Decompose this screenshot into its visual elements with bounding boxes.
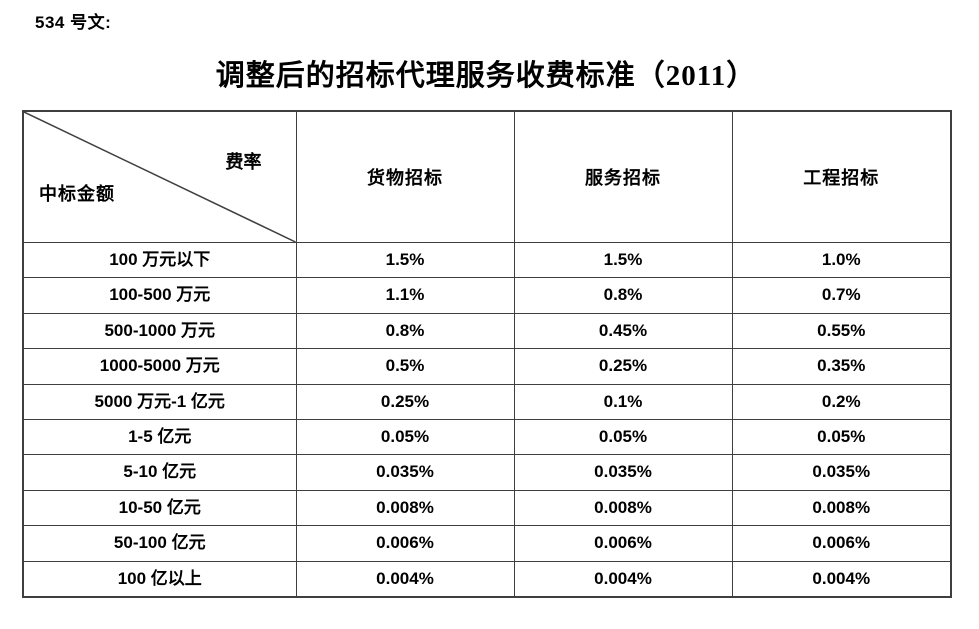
row-label: 1000-5000 万元	[22, 348, 297, 385]
table-row: 5000 万元-1 亿元 0.25% 0.1% 0.2%	[22, 383, 952, 421]
column-header-service-bidding: 服务招标	[513, 110, 733, 243]
rate-cell: 0.006%	[295, 525, 515, 562]
rate-cell: 0.25%	[295, 383, 515, 421]
rate-cell: 0.05%	[295, 419, 515, 456]
rate-cell: 0.1%	[513, 383, 733, 421]
table-row: 1-5 亿元 0.05% 0.05% 0.05%	[22, 419, 952, 456]
table-row: 500-1000 万元 0.8% 0.45% 0.55%	[22, 312, 952, 350]
rate-cell: 0.55%	[731, 312, 952, 350]
rate-cell: 0.008%	[295, 489, 515, 527]
rate-cell: 0.004%	[295, 560, 515, 598]
row-label: 100-500 万元	[22, 277, 297, 314]
rate-cell: 1.0%	[731, 241, 952, 279]
rate-cell: 1.1%	[295, 277, 515, 314]
row-label: 500-1000 万元	[22, 312, 297, 350]
column-header-goods-bidding: 货物招标	[295, 110, 515, 243]
row-label: 100 万元以下	[22, 241, 297, 279]
rate-cell: 0.25%	[513, 348, 733, 385]
row-label: 1-5 亿元	[22, 419, 297, 456]
rate-cell: 1.5%	[295, 241, 515, 279]
row-label: 5-10 亿元	[22, 454, 297, 491]
rate-cell: 0.7%	[731, 277, 952, 314]
table-row: 5-10 亿元 0.035% 0.035% 0.035%	[22, 454, 952, 491]
rate-cell: 0.2%	[731, 383, 952, 421]
corner-label-rate: 费率	[225, 152, 262, 172]
row-label: 5000 万元-1 亿元	[22, 383, 297, 421]
rate-cell: 0.006%	[731, 525, 952, 562]
rate-cell: 0.35%	[731, 348, 952, 385]
row-label: 100 亿以上	[22, 560, 297, 598]
rate-cell: 0.006%	[513, 525, 733, 562]
table-header-row: 费率 中标金额 货物招标 服务招标 工程招标	[22, 110, 952, 243]
column-header-engineering-bidding: 工程招标	[731, 110, 952, 243]
rate-cell: 0.05%	[731, 419, 952, 456]
rate-cell: 0.45%	[513, 312, 733, 350]
table-row: 100-500 万元 1.1% 0.8% 0.7%	[22, 277, 952, 314]
rate-cell: 0.5%	[295, 348, 515, 385]
rate-cell: 0.008%	[731, 489, 952, 527]
rate-cell: 0.05%	[513, 419, 733, 456]
table-row: 50-100 亿元 0.006% 0.006% 0.006%	[22, 525, 952, 562]
table-row: 1000-5000 万元 0.5% 0.25% 0.35%	[22, 348, 952, 385]
fee-rate-table: 费率 中标金额 货物招标 服务招标 工程招标 100 万元以下 1.5% 1.5…	[22, 110, 952, 599]
rate-cell: 0.8%	[295, 312, 515, 350]
row-label: 10-50 亿元	[22, 489, 297, 527]
page-title: 调整后的招标代理服务收费标准（2011）	[215, 60, 757, 92]
diagonal-divider-line	[24, 112, 296, 242]
rate-cell: 1.5%	[513, 241, 733, 279]
table-row: 100 万元以下 1.5% 1.5% 1.0%	[22, 241, 952, 279]
rate-cell: 0.035%	[513, 454, 733, 491]
corner-label-bid-amount: 中标金额	[39, 184, 115, 204]
rate-cell: 0.008%	[513, 489, 733, 527]
rate-cell: 0.035%	[731, 454, 952, 491]
diagonal-header-cell: 费率 中标金额	[22, 110, 297, 243]
table-row: 100 亿以上 0.004% 0.004% 0.004%	[22, 560, 952, 598]
rate-cell: 0.8%	[513, 277, 733, 314]
rate-cell: 0.004%	[513, 560, 733, 598]
row-label: 50-100 亿元	[22, 525, 297, 562]
rate-cell: 0.004%	[731, 560, 952, 598]
doc-number-label: 534 号文:	[35, 13, 112, 32]
rate-cell: 0.035%	[295, 454, 515, 491]
table-row: 10-50 亿元 0.008% 0.008% 0.008%	[22, 489, 952, 527]
